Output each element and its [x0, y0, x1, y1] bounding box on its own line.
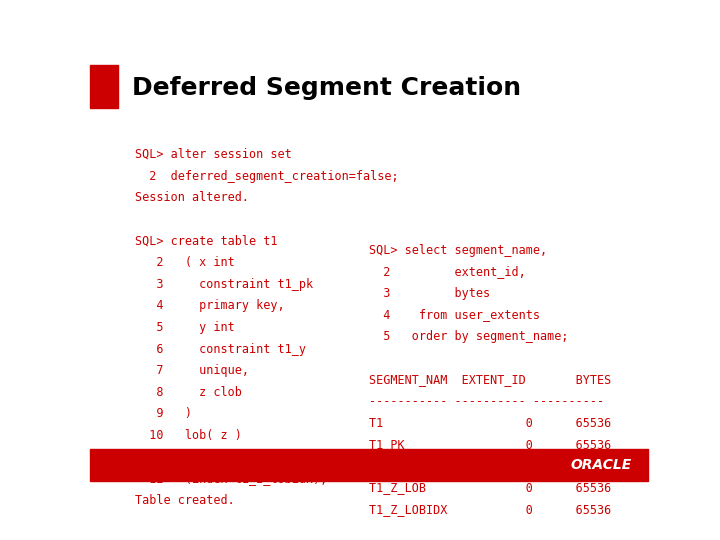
Text: 9   ): 9 ) — [135, 407, 192, 421]
Text: SQL> select segment_name,: SQL> select segment_name, — [369, 244, 547, 256]
Text: 7     unique,: 7 unique, — [135, 364, 248, 377]
Text: 2   ( x int: 2 ( x int — [135, 256, 235, 269]
Bar — [90, 65, 118, 109]
Text: 2  deferred_segment_creation=false;: 2 deferred_segment_creation=false; — [135, 170, 398, 183]
Text: Table created.: Table created. — [135, 494, 235, 507]
Text: T1_Z_LOBIDX           0      65536: T1_Z_LOBIDX 0 65536 — [369, 503, 611, 516]
Text: 6     constraint t1_y: 6 constraint t1_y — [135, 342, 305, 355]
Text: ORACLE: ORACLE — [570, 458, 631, 472]
Text: 5   order by segment_name;: 5 order by segment_name; — [369, 330, 569, 343]
Text: 2         extent_id,: 2 extent_id, — [369, 265, 526, 278]
Text: 4    from user_extents: 4 from user_extents — [369, 308, 540, 321]
Text: Deferred Segment Creation: Deferred Segment Creation — [132, 76, 521, 100]
Text: ----------- ---------- ----------: ----------- ---------- ---------- — [369, 395, 604, 408]
Text: T1_Y                  0      65536: T1_Y 0 65536 — [369, 460, 611, 473]
Text: SEGMENT_NAM  EXTENT_ID       BYTES: SEGMENT_NAM EXTENT_ID BYTES — [369, 373, 611, 386]
Text: 8     z clob: 8 z clob — [135, 386, 241, 399]
Text: 11   store as t1_z_lob: 11 store as t1_z_lob — [135, 451, 305, 464]
Text: 5     y int: 5 y int — [135, 321, 235, 334]
Text: Session altered.: Session altered. — [135, 191, 248, 204]
Text: 3         bytes: 3 bytes — [369, 287, 490, 300]
Text: 12   (index t1_z_lobidx);: 12 (index t1_z_lobidx); — [135, 472, 327, 485]
Text: T1                    0      65536: T1 0 65536 — [369, 416, 611, 429]
Text: SQL> alter session set: SQL> alter session set — [135, 148, 292, 161]
Text: 3     constraint t1_pk: 3 constraint t1_pk — [135, 278, 312, 291]
Text: T1_Z_LOB              0      65536: T1_Z_LOB 0 65536 — [369, 482, 611, 495]
Text: 4     primary key,: 4 primary key, — [135, 299, 284, 312]
Bar — [90, 449, 648, 481]
Text: 10   lob( z ): 10 lob( z ) — [135, 429, 241, 442]
Text: T1_PK                 0      65536: T1_PK 0 65536 — [369, 438, 611, 451]
Text: SQL> create table t1: SQL> create table t1 — [135, 234, 277, 247]
